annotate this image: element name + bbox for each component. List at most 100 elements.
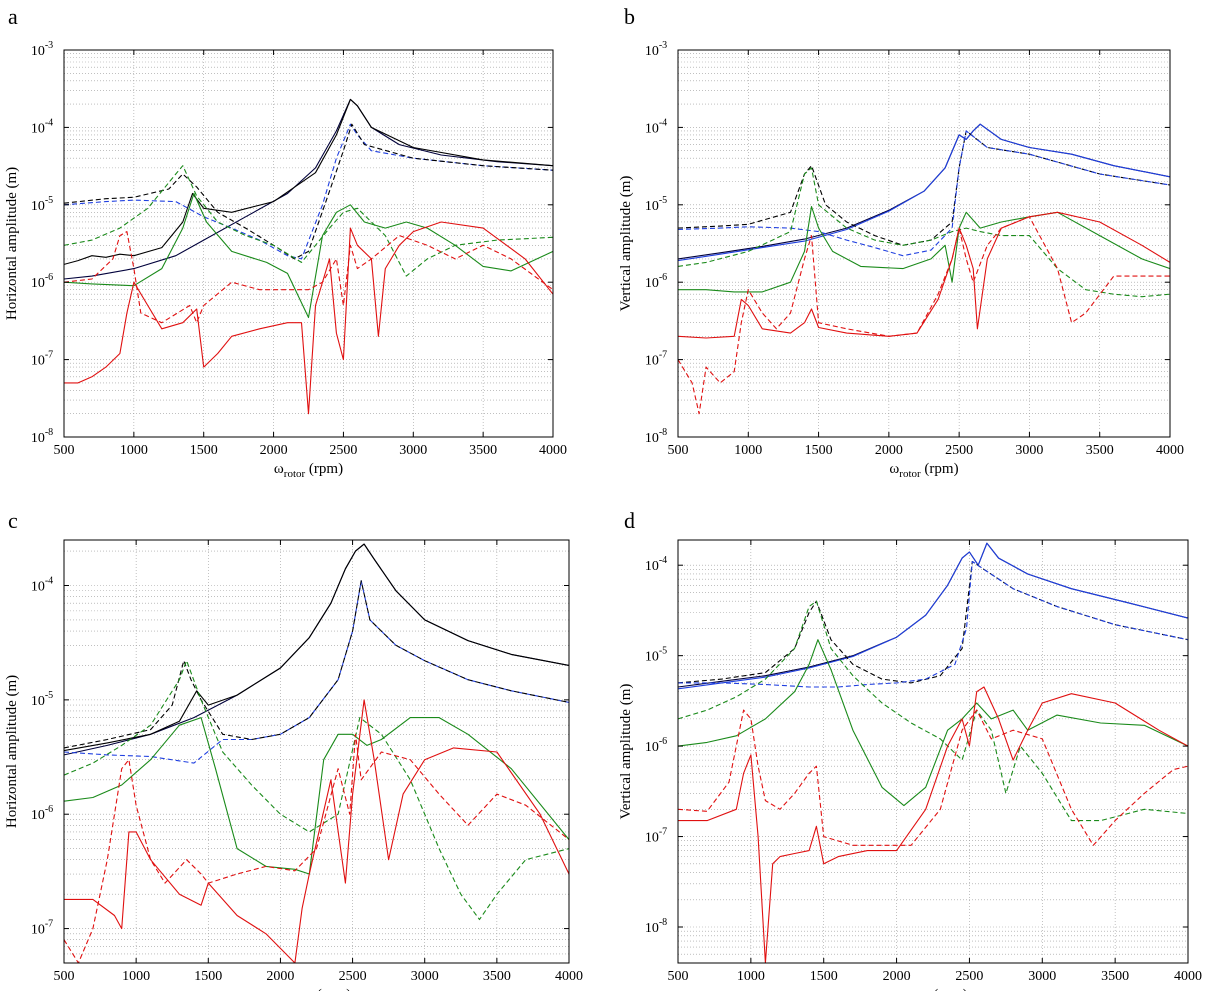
series-line-green-solid [64,192,553,319]
x-tick-label: 4000 [539,443,567,458]
series-line-red-solid [678,211,1170,339]
x-tick-label: 1000 [737,969,765,984]
x-tick-label: 3000 [1015,443,1043,458]
series-line-navy-solid [64,98,553,280]
series-line-red-dashed [678,709,1188,846]
x-tick-label: 500 [668,443,689,458]
x-tick-label: 3500 [1101,969,1129,984]
y-tick-label: 10-5 [31,690,53,709]
series-line-green-dashed [64,660,569,921]
x-tick-label: 1000 [120,443,148,458]
series-group-b [678,123,1170,415]
axes-frame [63,539,570,964]
y-tick-label: 10-7 [645,827,667,846]
x-tick-label: 3000 [411,969,439,984]
y-tick-label: 10-4 [645,555,667,574]
series-line-red-dashed [64,733,569,963]
y-tick-label: 10-5 [645,195,667,214]
series-line-green-solid [678,639,1188,807]
x-tick-label: 4000 [1174,969,1202,984]
chart-panel-c: 500 1000 1500 2000 2500 3000 3500 4000 10-7 10-6 1… [4,539,583,991]
series-line-blue-solid [678,123,1170,262]
x-tick-label: 3500 [469,443,497,458]
y-tick-label: 10-6 [31,804,53,823]
y-tick-label: 10-3 [31,40,53,59]
y-tick-label: 10-7 [645,350,667,369]
x-axis-label: ωrotor (rpm) [889,461,958,480]
y-tick-label: 10-7 [31,919,53,938]
x-tick-label: 2000 [875,443,903,458]
x-tick-label: 1500 [194,969,222,984]
y-tick-label: 10-7 [31,350,53,369]
x-tick-label: 500 [54,969,75,984]
x-tick-label: 1500 [190,443,218,458]
series-line-black-dashed [64,123,553,260]
grid-d [678,540,1188,963]
series-line-blue-solid [678,542,1188,690]
x-axis-label: ωrotor (rpm) [898,987,967,991]
y-tick-label: 10-5 [645,646,667,665]
x-tick-label: 1000 [122,969,150,984]
series-group-a [64,98,553,415]
chart-panel-d: 500 1000 1500 2000 2500 3000 3500 4000 10-8 10-7 1… [618,539,1202,991]
series-line-green-dashed [678,167,1170,298]
y-axis-label: Horizontal amplitude (m) [4,167,20,320]
y-tick-label: 10-6 [31,272,53,291]
x-tick-label: 4000 [1156,443,1184,458]
series-line-navy-solid [64,543,569,756]
y-tick-label: 10-8 [645,427,667,446]
x-tick-label: 3000 [399,443,427,458]
series-group-c [64,543,569,963]
y-tick-label: 10-4 [31,576,53,595]
y-axis-label: Vertical amplitude (m) [618,176,634,312]
series-line-green-solid [64,717,569,875]
series-line-blue-dashed [64,580,569,764]
grid-b [678,50,1170,437]
series-line-green-dashed [64,165,553,277]
chart-panel-a: 500 1000 1500 2000 2500 3000 3500 4000 10-8 10-7 1… [4,40,567,480]
axes-frame [677,539,1189,964]
y-tick-label: 10-4 [645,117,667,136]
x-tick-label: 3500 [483,969,511,984]
series-line-red-solid [64,699,569,963]
panel-letter-b: b [624,4,635,29]
x-tick-label: 4000 [555,969,583,984]
x-axis-label: ωrotor (rpm) [274,461,343,480]
series-line-blue-dashed [64,123,553,260]
x-tick-label: 3500 [1086,443,1114,458]
axes-frame [677,49,1171,438]
series-line-navy-solid [678,542,1188,688]
series-line-black-solid [64,543,569,752]
x-tick-label: 500 [668,969,689,984]
x-tick-label: 2500 [955,969,983,984]
x-tick-label: 2000 [883,969,911,984]
x-axis-label: ωrotor (rpm) [282,987,351,991]
x-tick-label: 2500 [945,443,973,458]
axes-frame [63,49,554,438]
series-line-red-solid [64,221,553,415]
series-line-red-solid [678,686,1188,963]
series-line-blue-dashed [678,560,1188,688]
x-tick-label: 2500 [339,969,367,984]
series-line-black-dashed [678,130,1170,246]
y-tick-label: 10-3 [645,40,667,59]
y-tick-label: 10-6 [645,736,667,755]
panel-letter-c: c [8,508,18,533]
series-line-black-dashed [64,580,569,749]
series-line-black-solid [64,98,553,265]
x-tick-label: 3000 [1028,969,1056,984]
y-tick-label: 10-4 [31,117,53,136]
x-tick-label: 1500 [810,969,838,984]
x-tick-label: 1000 [734,443,762,458]
series-group-d [678,542,1188,963]
grid-c [64,540,569,963]
grid-a [64,50,553,437]
x-tick-label: 2500 [329,443,357,458]
series-line-green-dashed [678,600,1188,822]
series-line-red-dashed [678,216,1170,415]
y-axis-label: Vertical amplitude (m) [618,684,634,820]
chart-panel-b: 500 1000 1500 2000 2500 3000 3500 4000 10-8 10-7 1… [618,40,1184,480]
x-tick-label: 500 [54,443,75,458]
panel-letter-a: a [8,4,18,29]
